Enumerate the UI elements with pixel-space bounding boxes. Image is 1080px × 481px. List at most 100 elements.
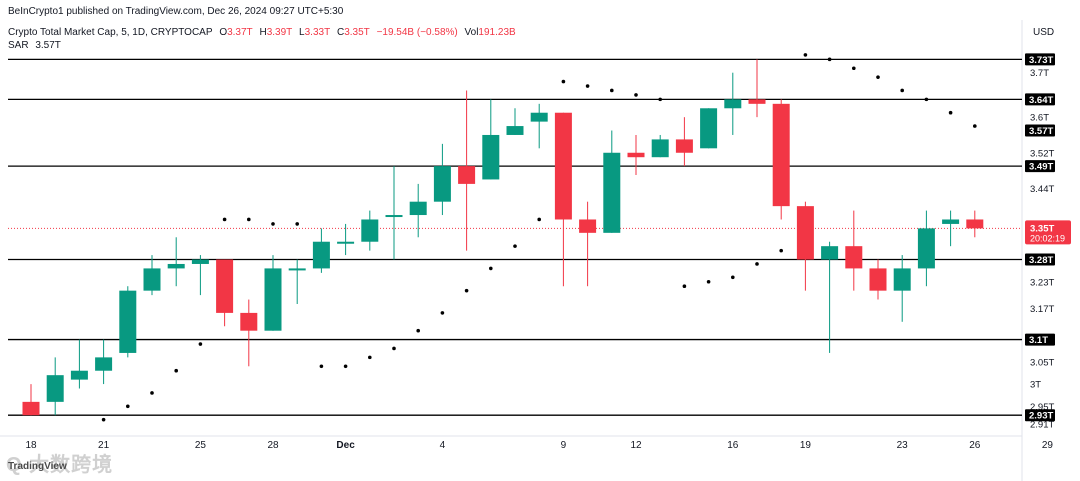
level-tag-bg <box>1025 409 1055 422</box>
x-tick-label: 12 <box>630 440 642 451</box>
sar-dot <box>198 342 203 346</box>
candle-body <box>409 201 427 216</box>
tradingview-logo: TradingView <box>8 461 67 472</box>
legend-vol-label: Vol <box>464 27 479 38</box>
sar-dot <box>900 88 904 93</box>
last-price-tag: 3.35T <box>1030 223 1054 234</box>
candle-body <box>966 219 984 229</box>
candle-body <box>603 152 621 233</box>
legend-low-value: 3.33T <box>304 27 331 38</box>
legend-vol-value: 191.23B <box>478 27 516 38</box>
currency-label[interactable]: USD <box>1033 27 1055 38</box>
candle-body <box>917 228 935 269</box>
legend-change: −19.54B (−0.58%) <box>376 27 458 38</box>
sar-dot <box>924 97 929 102</box>
sar-dot <box>343 364 348 369</box>
y-tick-label: 3.7T <box>1030 68 1049 79</box>
sar-dot <box>948 110 953 115</box>
candle-body <box>506 126 524 135</box>
sar-dot <box>658 97 662 102</box>
candle-body <box>458 166 476 184</box>
candle-body <box>95 357 113 371</box>
attribution-text: BeInCrypto1 published on TradingView.com… <box>8 6 344 17</box>
y-tick-label: 3.6T <box>1030 113 1049 124</box>
candle-body <box>216 259 234 313</box>
candle-body <box>651 139 669 158</box>
sar-dot <box>852 66 856 71</box>
sar-dot <box>489 266 493 271</box>
y-tick-label: 3.23T <box>1030 277 1054 288</box>
candle-body <box>821 246 839 260</box>
level-tag-bg <box>1025 253 1055 266</box>
sar-dot <box>585 84 590 88</box>
candle-body <box>482 134 500 180</box>
watermark: Q 大数跨境 <box>6 454 114 476</box>
legend-high-value: 3.39T <box>266 27 293 38</box>
candle-body <box>772 103 790 207</box>
sar-dot <box>779 248 783 253</box>
candle-body <box>167 263 185 269</box>
sar-label: SAR <box>8 40 29 51</box>
sar-dot <box>126 404 130 409</box>
sar-dot <box>368 355 372 360</box>
sar-dot <box>271 222 275 226</box>
candle-body <box>191 259 209 264</box>
candle-body <box>869 268 887 291</box>
sar-dot <box>150 391 154 395</box>
sar-dot <box>295 222 300 226</box>
sar-dot <box>610 88 614 93</box>
sar-dot <box>755 262 759 266</box>
sar-dot <box>561 79 566 84</box>
level-tag-bg <box>1025 333 1055 346</box>
legend-low-label: L <box>299 27 305 38</box>
x-tick-label: 4 <box>440 440 446 451</box>
x-tick-label: 23 <box>897 440 909 451</box>
sar-dot <box>682 284 687 289</box>
candle-body <box>312 241 330 269</box>
x-tick-label: Dec <box>336 440 355 451</box>
candle-body <box>240 312 258 331</box>
level-tag: 3.1T <box>1029 335 1048 346</box>
sar-dot <box>416 328 421 333</box>
sar-dot <box>634 93 638 97</box>
candle-body <box>748 99 766 104</box>
candle-body <box>385 215 403 218</box>
sar-dot <box>973 124 977 128</box>
sar-value: 3.57T <box>35 40 61 51</box>
sar-dot <box>803 53 808 57</box>
sar-dot <box>876 75 880 79</box>
candle-body <box>433 166 451 202</box>
legend-open-label: O <box>219 27 228 38</box>
x-tick-label: 26 <box>969 440 981 451</box>
level-tag-bg <box>1025 53 1055 66</box>
candle-body <box>627 152 645 158</box>
candle-body <box>845 246 863 269</box>
sar-dot <box>440 311 445 315</box>
candle-body <box>264 268 282 331</box>
level-tag-bg <box>1025 93 1055 106</box>
sar-dot <box>319 364 324 369</box>
candle-body <box>700 108 718 149</box>
candle-body <box>46 375 64 402</box>
candle-body <box>530 112 548 122</box>
candle-body <box>893 268 911 291</box>
sar-dot <box>464 288 469 293</box>
candle-body <box>361 219 379 242</box>
legend-high-label: H <box>259 27 267 38</box>
candle-body <box>942 219 960 224</box>
candle-body <box>724 99 742 109</box>
sar-legend: SAR 3.57T <box>8 40 61 51</box>
x-tick-label: 9 <box>561 440 567 451</box>
sar-dot <box>537 217 541 222</box>
level-tag: 2.93T <box>1029 411 1053 422</box>
x-tick-label: 19 <box>800 440 812 451</box>
sar-dot <box>247 217 251 222</box>
candle-body <box>70 370 88 380</box>
x-tick-label: 18 <box>25 440 37 451</box>
sar-dot <box>392 346 396 351</box>
legend-close-value: 3.35T <box>344 27 370 38</box>
candle-body <box>796 206 814 260</box>
x-tick-label: 29 <box>1042 440 1054 451</box>
x-tick-label: 21 <box>98 440 110 451</box>
